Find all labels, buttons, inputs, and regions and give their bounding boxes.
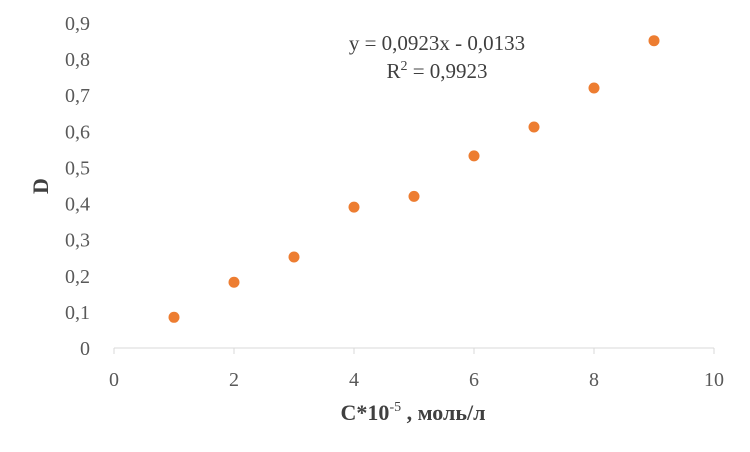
y-tick-label: 0,6 [65, 121, 90, 143]
y-tick-label: 0,2 [65, 266, 90, 288]
data-point [228, 276, 240, 288]
x-tick-label: 4 [349, 369, 359, 391]
data-point [348, 201, 360, 213]
data-points [168, 35, 660, 323]
data-point [648, 35, 660, 47]
data-point [168, 311, 180, 323]
y-tick-label: 0,4 [65, 194, 90, 216]
x-tick-label: 2 [229, 369, 239, 391]
x-tick-labels: 0 2 4 6 8 10 [109, 369, 724, 391]
data-point [528, 121, 540, 133]
x-tick-label: 6 [469, 369, 479, 391]
y-tick-label: 0,7 [65, 85, 90, 107]
x-tick-label: 8 [589, 369, 599, 391]
x-axis-title: C*10-5 , моль/л [341, 400, 486, 425]
y-tick-label: 0,8 [65, 49, 90, 71]
x-tick-label: 0 [109, 369, 119, 391]
data-point [588, 82, 600, 94]
data-point [288, 251, 300, 263]
x-tick-label: 10 [704, 369, 724, 391]
y-tick-label: 0,1 [65, 302, 90, 324]
y-tick-label: 0,5 [65, 157, 90, 179]
trendline-equation: y = 0,0923x - 0,0133 [349, 31, 525, 55]
axes [113, 347, 715, 354]
r-squared-label: R2 = 0,9923 [386, 59, 487, 83]
y-tick-label: 0,9 [65, 13, 90, 35]
y-tick-labels: 0 0,1 0,2 0,3 0,4 0,5 0,6 0,7 0,8 0,9 [65, 13, 90, 360]
y-axis-title: D [28, 178, 53, 194]
y-tick-label: 0 [80, 338, 90, 360]
data-point [468, 150, 480, 162]
y-tick-label: 0,3 [65, 230, 90, 252]
data-point [408, 190, 420, 202]
